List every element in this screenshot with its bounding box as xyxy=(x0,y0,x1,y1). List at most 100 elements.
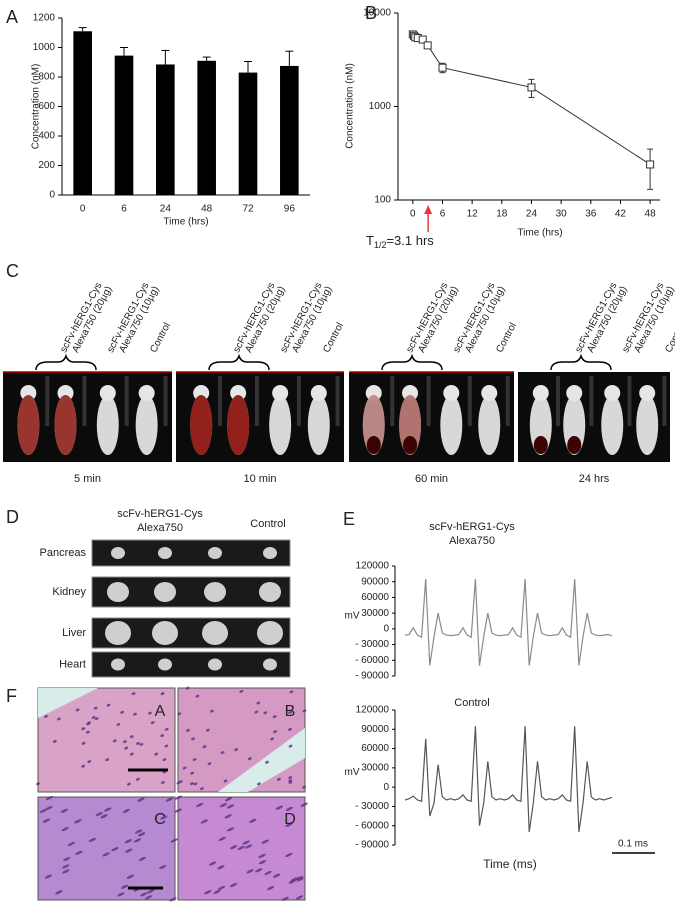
nucleus xyxy=(160,734,165,738)
panel-letter: D xyxy=(6,507,19,527)
x-tick-label: 48 xyxy=(645,209,657,220)
y-tick-label: 120000 xyxy=(356,561,390,572)
nucleus xyxy=(273,873,281,878)
nucleus xyxy=(160,815,168,820)
nucleus xyxy=(45,795,54,801)
nucleus xyxy=(223,779,228,783)
nucleus xyxy=(120,884,129,889)
nucleus xyxy=(255,868,263,873)
signal xyxy=(403,436,418,454)
marker xyxy=(527,83,536,92)
y-tick-label: 60000 xyxy=(361,592,389,603)
nucleus xyxy=(226,804,235,809)
nucleus xyxy=(247,757,252,761)
y-axis-label: Concentration (nM) xyxy=(31,64,42,150)
bar xyxy=(238,72,258,195)
nucleus xyxy=(205,728,210,732)
divider xyxy=(296,376,301,426)
divider xyxy=(467,376,472,426)
organ xyxy=(208,658,222,671)
divider xyxy=(335,376,340,426)
y-tick-label: 1000 xyxy=(369,101,392,112)
nucleus xyxy=(191,737,195,741)
nucleus xyxy=(44,714,48,718)
y-tick-label: 90000 xyxy=(361,724,389,735)
nucleus xyxy=(285,806,294,811)
panel-letter: A xyxy=(6,7,18,27)
brace xyxy=(381,353,443,371)
image-label: A xyxy=(155,703,166,720)
nucleus xyxy=(272,715,277,719)
nucleus xyxy=(93,706,98,710)
divider xyxy=(589,376,594,426)
nucleus xyxy=(224,814,232,819)
mouse-head xyxy=(272,385,289,401)
nucleus xyxy=(81,741,86,745)
histology-image xyxy=(177,796,306,901)
nucleus xyxy=(169,897,177,902)
nucleus xyxy=(254,710,259,714)
signal xyxy=(366,436,381,454)
nucleus xyxy=(133,838,142,843)
nucleus xyxy=(182,766,187,770)
nucleus xyxy=(105,758,110,762)
y-tick-label: 10000 xyxy=(363,8,391,19)
y-tick-label: - 30000 xyxy=(355,801,389,812)
y-tick-label: 400 xyxy=(38,131,55,142)
x-tick-label: 30 xyxy=(556,209,568,220)
nucleus xyxy=(270,737,274,741)
divider xyxy=(45,376,50,426)
y-tick-label: - 90000 xyxy=(355,671,389,682)
nucleus xyxy=(239,689,244,693)
panel-letter: F xyxy=(6,686,17,706)
organ xyxy=(259,582,281,602)
nucleus xyxy=(86,730,90,734)
nucleus xyxy=(273,730,277,734)
nucleus xyxy=(161,781,165,784)
nucleus xyxy=(86,722,90,726)
mouse xyxy=(307,395,330,455)
nucleus xyxy=(124,746,129,750)
divider xyxy=(426,376,431,426)
nucleus xyxy=(111,847,119,852)
organ-label: Liver xyxy=(62,627,86,639)
y-tick-label: 800 xyxy=(38,72,55,83)
nucleus xyxy=(63,857,71,862)
image-label: C xyxy=(154,811,166,828)
x-tick-label: 36 xyxy=(585,209,597,220)
fluorescence xyxy=(227,395,250,455)
nucleus xyxy=(55,890,63,895)
mouse-head xyxy=(402,385,419,401)
nucleus xyxy=(87,760,92,764)
organ xyxy=(257,621,283,645)
x-tick-label: 72 xyxy=(242,204,254,215)
nucleus xyxy=(186,728,190,732)
y-tick-label: 600 xyxy=(38,101,55,112)
mouse-head xyxy=(481,385,498,401)
organ xyxy=(263,547,277,559)
nucleus xyxy=(288,776,293,780)
nucleus xyxy=(288,727,292,731)
histology-image xyxy=(37,796,176,901)
nucleus xyxy=(148,711,152,715)
nucleus xyxy=(117,892,125,897)
mouse-head xyxy=(604,385,621,401)
mouse-head xyxy=(57,385,74,401)
chart-title: scFv-hERG1-Cys xyxy=(429,521,515,533)
nucleus xyxy=(42,818,51,823)
nucleus xyxy=(88,837,97,842)
nucleus xyxy=(95,812,103,817)
nucleus xyxy=(129,735,134,739)
nucleus xyxy=(75,850,83,855)
nucleus xyxy=(94,717,99,721)
nucleus xyxy=(139,743,144,746)
fluorescence xyxy=(190,395,213,455)
nucleus xyxy=(123,740,127,744)
nucleus xyxy=(209,709,214,713)
bar xyxy=(73,31,92,196)
nucleus xyxy=(100,814,108,819)
mouse-head xyxy=(365,385,382,401)
nucleus xyxy=(160,692,165,696)
divider xyxy=(218,376,222,426)
nucleus xyxy=(81,764,85,768)
